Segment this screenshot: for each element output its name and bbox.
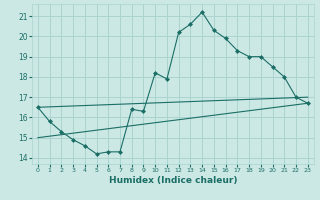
X-axis label: Humidex (Indice chaleur): Humidex (Indice chaleur)	[108, 176, 237, 185]
